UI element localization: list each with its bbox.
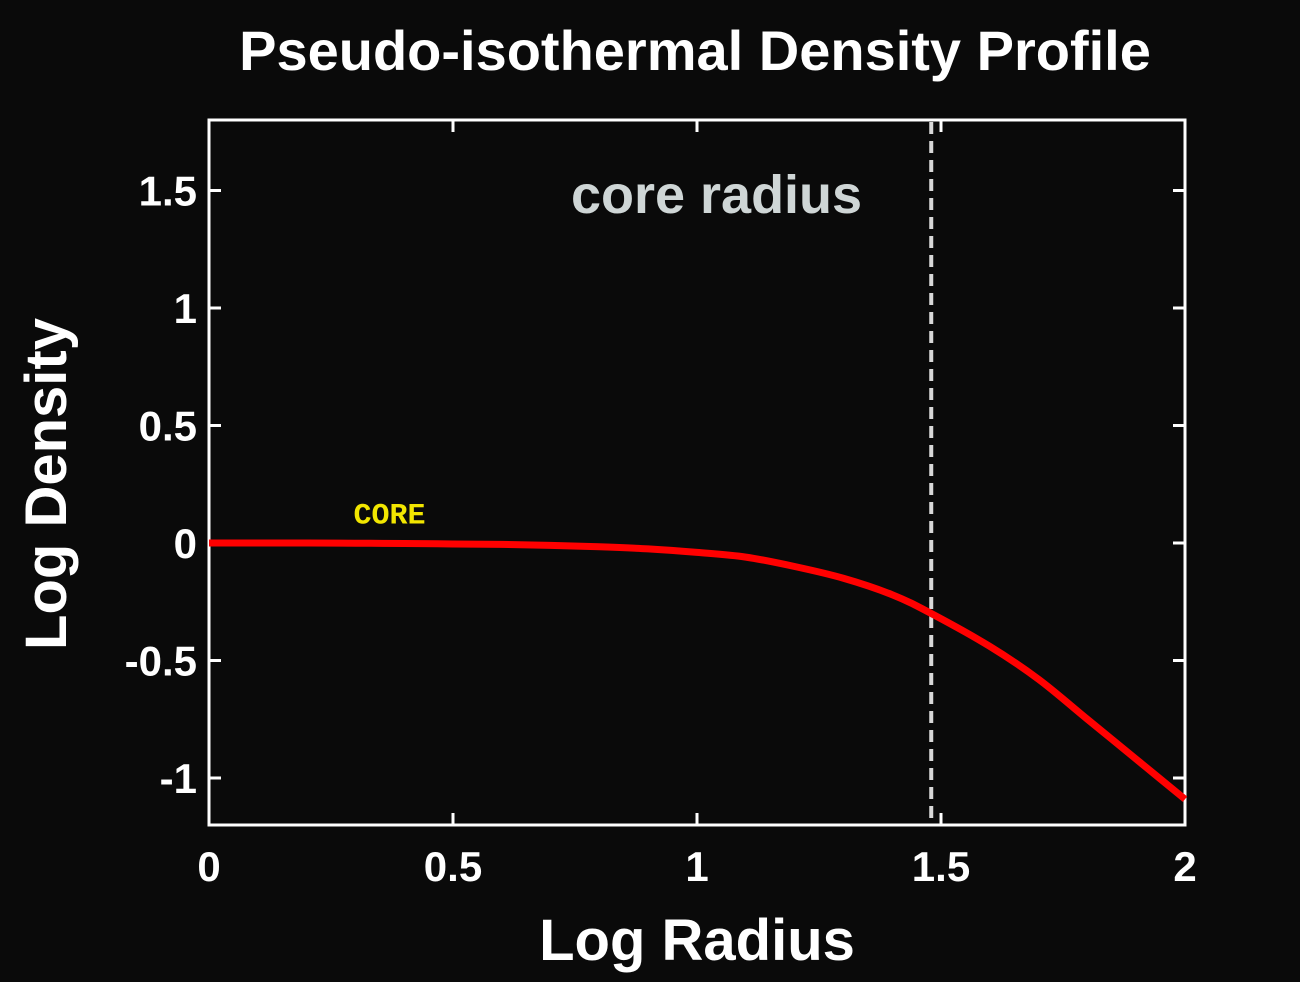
x-tick-label: 0 xyxy=(197,843,220,890)
y-tick-label: 1.5 xyxy=(139,168,197,215)
y-tick-label: 0.5 xyxy=(139,403,197,450)
y-axis-ticks: 1.5 1 0.5 0 -0.5 -1 xyxy=(125,168,1185,802)
x-tick-label: 2 xyxy=(1173,843,1196,890)
x-tick-label: 1 xyxy=(685,843,708,890)
x-tick-label: 0.5 xyxy=(424,843,482,890)
y-tick-label: 1 xyxy=(174,285,197,332)
y-tick-label: 0 xyxy=(174,520,197,567)
y-tick-label: -0.5 xyxy=(125,638,197,685)
x-axis-ticks: 0 0.5 1 1.5 2 xyxy=(197,120,1197,890)
x-tick-label: 1.5 xyxy=(912,843,970,890)
density-curve xyxy=(208,539,1188,802)
chart-title: Pseudo-isothermal Density Profile xyxy=(239,19,1151,82)
plot-frame xyxy=(207,118,1187,827)
y-axis-label: Log Density xyxy=(14,318,79,650)
core-radius-annotation: core radius xyxy=(571,165,862,225)
core-annotation: CORE xyxy=(354,499,426,533)
x-axis-label: Log Radius xyxy=(539,908,855,973)
y-tick-label: -1 xyxy=(160,755,197,802)
